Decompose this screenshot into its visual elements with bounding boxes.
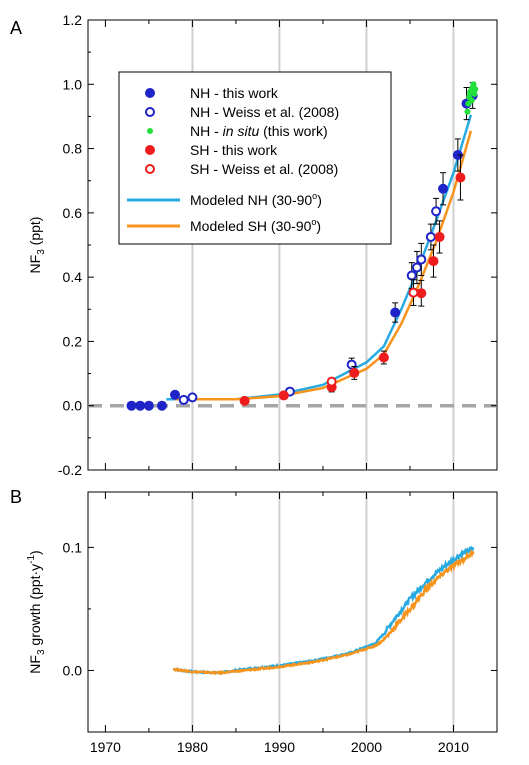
y-tick-label: 1.2 bbox=[63, 12, 83, 28]
point-sh_this_work bbox=[349, 367, 360, 378]
panel-b-gridlines bbox=[191, 492, 455, 732]
x-tick-label: 1970 bbox=[90, 739, 121, 755]
panel-a-x-ticks bbox=[104, 20, 498, 470]
y-tick-label: 0.4 bbox=[63, 269, 83, 285]
point-nh_insitu bbox=[472, 86, 479, 93]
panel-a-letter: A bbox=[10, 18, 22, 38]
point-nh_this_work bbox=[438, 183, 449, 194]
point-nh_insitu bbox=[471, 90, 478, 97]
x-tick-label: 2010 bbox=[438, 739, 469, 755]
panel-b-letter: B bbox=[10, 487, 22, 507]
point-sh_weiss bbox=[326, 376, 337, 387]
point-sh_weiss bbox=[408, 287, 419, 298]
y-tick-label: 0.0 bbox=[63, 662, 83, 678]
y-tick-label: -0.2 bbox=[58, 462, 82, 478]
y-tick-label: 1.0 bbox=[63, 76, 83, 92]
point-nh_insitu bbox=[464, 108, 471, 115]
panel-a-y-ticks: -0.2 0.0 0.2 0.4 0.6 0.8 1.0 1.2 bbox=[58, 12, 497, 478]
curve-growth_nh bbox=[173, 545, 475, 675]
point-sh_this_work bbox=[239, 395, 250, 406]
point-nh_this_work bbox=[126, 400, 137, 411]
point-nh_weiss bbox=[411, 262, 422, 273]
panel-b: B 0.0 0.1 1970 1980 1990 2000 2010 NF3 growth… bbox=[10, 487, 498, 755]
x-tick-label: 1990 bbox=[264, 739, 295, 755]
legend-label-sh_this_work: SH - this work bbox=[190, 142, 278, 158]
point-nh_weiss bbox=[178, 394, 189, 405]
point-nh_insitu bbox=[470, 81, 477, 88]
point-nh_weiss bbox=[187, 392, 198, 403]
x-tick-label: 2000 bbox=[351, 739, 382, 755]
y-tick-label: 0.6 bbox=[63, 205, 83, 221]
point-nh_insitu bbox=[468, 97, 475, 104]
panel-b-y-ticks: 0.0 0.1 bbox=[63, 539, 497, 733]
point-sh_this_work bbox=[416, 288, 427, 299]
y-tick-label: 0.1 bbox=[63, 539, 83, 555]
point-nh_this_work bbox=[135, 400, 146, 411]
point-nh_weiss bbox=[431, 206, 442, 217]
panel-a: A -0.2 0.0 0.2 0.4 0.6 0.8 1.0 1.2 NF3 (ppt) NH… bbox=[10, 12, 498, 478]
point-nh_this_work bbox=[390, 307, 401, 318]
panel-b-frame bbox=[87, 491, 498, 733]
panel-a-y-axis-label: NF3 (ppt) bbox=[27, 217, 47, 274]
legend: NH - this work NH - Weiss et al. (2008) NH… bbox=[118, 71, 392, 245]
point-nh_this_work bbox=[143, 400, 154, 411]
panel-a-data-points bbox=[126, 81, 479, 411]
panel-b-y-axis-label: NF3 growth (ppt·y-1) bbox=[26, 550, 47, 673]
point-sh_this_work bbox=[428, 256, 439, 267]
y-tick-label: 0.0 bbox=[63, 398, 83, 414]
legend-label-model_sh: Modeled SH (30-90o) bbox=[190, 217, 321, 234]
legend-label-nh_weiss: NH - Weiss et al. (2008) bbox=[190, 104, 339, 120]
legend-swatch-nh_weiss bbox=[145, 107, 155, 117]
legend-box bbox=[118, 71, 392, 245]
panel-b-x-ticks: 1970 1980 1990 2000 2010 bbox=[90, 492, 498, 755]
point-sh_this_work bbox=[455, 172, 466, 183]
point-nh_this_work bbox=[170, 389, 181, 400]
legend-swatch-sh_weiss bbox=[145, 164, 155, 174]
point-nh_weiss bbox=[406, 270, 417, 281]
point-nh_weiss bbox=[425, 231, 436, 242]
curve-growth_sh bbox=[172, 549, 475, 676]
legend-label-nh_this_work: NH - this work bbox=[190, 85, 279, 101]
x-tick-label: 1980 bbox=[177, 739, 208, 755]
point-nh_weiss bbox=[416, 254, 427, 265]
panel-b-growth-curves bbox=[172, 545, 475, 676]
legend-swatch-nh_insitu bbox=[147, 128, 153, 134]
point-sh_this_work bbox=[434, 231, 445, 242]
legend-label-nh_insitu: NH - in situ (this work) bbox=[190, 123, 328, 139]
legend-swatch-nh_this_work bbox=[145, 88, 155, 98]
legend-label-model_nh: Modeled NH (30-90o) bbox=[190, 191, 322, 208]
point-sh_this_work bbox=[378, 352, 389, 363]
point-nh_this_work bbox=[156, 400, 167, 411]
point-sh_this_work bbox=[278, 390, 289, 401]
legend-swatch-sh_this_work bbox=[145, 145, 155, 155]
legend-label-sh_weiss: SH - Weiss et al. (2008) bbox=[190, 161, 338, 177]
y-tick-label: 0.2 bbox=[63, 333, 83, 349]
y-tick-label: 0.8 bbox=[63, 141, 83, 157]
